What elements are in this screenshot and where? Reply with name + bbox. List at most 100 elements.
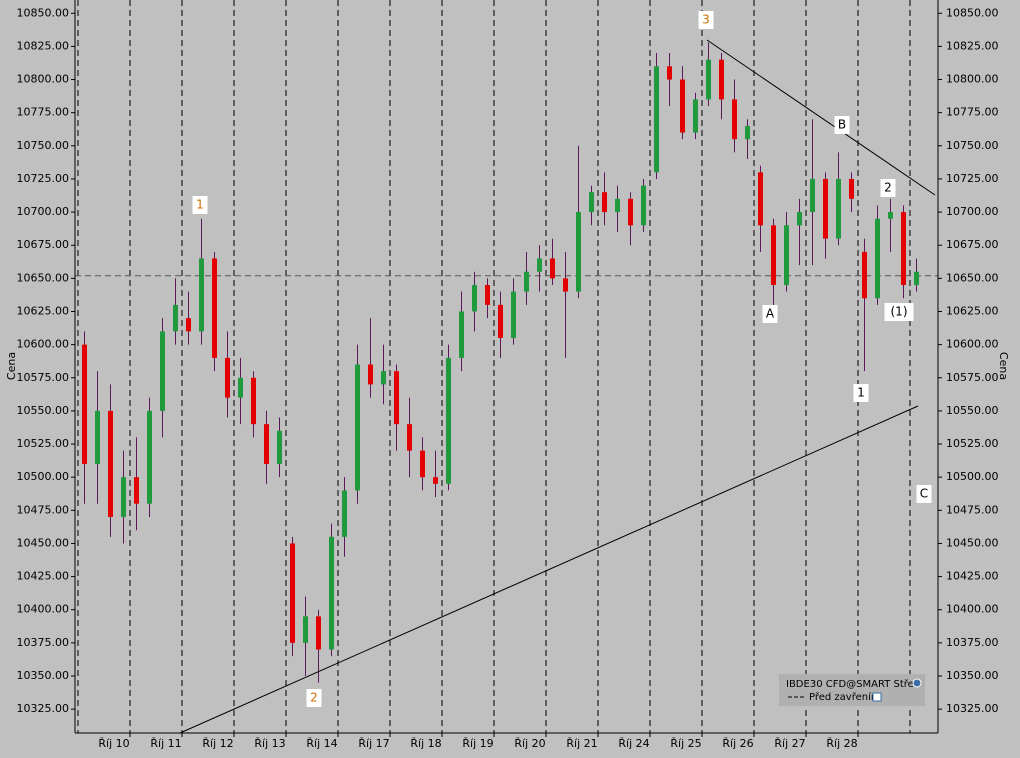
legend-box <box>779 674 925 706</box>
candle-body <box>732 99 737 140</box>
candle-body <box>342 490 347 537</box>
x-tick-label: Říj 10 <box>98 737 129 750</box>
candle-body <box>706 59 711 100</box>
y-axis-title: Cena <box>997 352 1010 380</box>
candle-body <box>381 371 386 385</box>
y-tick-label: 10375.00 <box>17 636 70 649</box>
candle-body <box>225 357 230 398</box>
candle-body <box>290 543 295 643</box>
grid <box>75 0 938 733</box>
y-tick-label: 10550.00 <box>17 404 70 417</box>
x-tick-label: Říj 20 <box>514 737 545 750</box>
candle-body <box>173 304 178 332</box>
candle-body <box>121 477 126 517</box>
x-tick-label: Říj 25 <box>670 737 701 750</box>
y-tick-label: 10350.00 <box>17 669 70 682</box>
candle-body <box>641 185 646 226</box>
candle-body <box>199 258 204 332</box>
candle-body <box>862 251 867 299</box>
candle-body <box>446 357 451 484</box>
x-tick-label: Říj 13 <box>254 737 285 750</box>
y-tick-label: 10375.00 <box>946 636 999 649</box>
y-tick-label: 10650.00 <box>17 271 70 284</box>
annotation: 1 <box>196 198 204 212</box>
annotation: 1 <box>857 386 865 400</box>
y-tick-label: 10400.00 <box>17 603 70 616</box>
candle-body <box>797 212 802 226</box>
x-tick-label: Říj 26 <box>722 737 753 750</box>
candle-body <box>472 284 477 312</box>
candle-body <box>589 192 594 213</box>
x-tick-label: Říj 21 <box>566 737 597 750</box>
candle-body <box>108 410 113 517</box>
y-tick-label: 10325.00 <box>946 702 999 715</box>
annotation-box <box>306 689 322 707</box>
candle-body <box>901 212 906 285</box>
y-tick-label: 10575.00 <box>17 371 70 384</box>
candle-body <box>758 172 763 226</box>
y-tick-label: 10550.00 <box>946 404 999 417</box>
candle-body <box>251 377 256 425</box>
y-tick-label: 10475.00 <box>946 503 999 516</box>
legend-checkbox[interactable] <box>872 692 882 702</box>
candle-body <box>810 178 815 213</box>
trend-line <box>179 405 919 734</box>
candle-body <box>914 271 919 285</box>
legend-label: Před zavřením <box>809 691 881 703</box>
annotation: A <box>766 307 775 321</box>
annotation: (1) <box>891 305 908 319</box>
candle-body <box>784 225 789 285</box>
y-tick-label: 10525.00 <box>17 437 70 450</box>
candle-body <box>693 99 698 133</box>
candle-body <box>303 616 308 643</box>
candle-body <box>849 178 854 199</box>
annotation: 3 <box>702 13 710 27</box>
candle-body <box>745 125 750 140</box>
annotation-box <box>698 11 714 29</box>
y-tick-label: 10825.00 <box>17 39 70 52</box>
candle-body <box>485 284 490 305</box>
candle-body <box>212 258 217 358</box>
candle-body <box>615 198 620 213</box>
candle-body <box>875 218 880 299</box>
candle-body <box>134 477 139 504</box>
y-tick-label: 10400.00 <box>946 603 999 616</box>
candle-body <box>147 410 152 504</box>
candle-body <box>238 377 243 398</box>
candle-body <box>823 178 828 239</box>
annotation-box <box>880 179 896 197</box>
candle-body <box>355 364 360 491</box>
candle-body <box>407 424 412 451</box>
y-tick-label: 10675.00 <box>17 238 70 251</box>
y-tick-label: 10450.00 <box>946 536 999 549</box>
candle-body <box>316 616 321 650</box>
annotation-box <box>192 196 208 214</box>
candles <box>82 42 919 683</box>
y-tick-label: 10500.00 <box>17 470 70 483</box>
legend-icon[interactable] <box>912 678 922 688</box>
y-tick-label: 10500.00 <box>946 470 999 483</box>
y-tick-label: 10600.00 <box>17 338 70 351</box>
candle-body <box>654 66 659 173</box>
annotation-box <box>916 485 932 503</box>
annotation: 2 <box>310 691 318 705</box>
annotations: 1 2 3 A B C 1 2 (1) <box>192 11 932 707</box>
candle-body <box>82 344 87 464</box>
candle-body <box>433 477 438 484</box>
candle-body <box>680 79 685 133</box>
y-tick-label: 10425.00 <box>17 570 70 583</box>
candle-body <box>368 364 373 385</box>
y-tick-label: 10800.00 <box>946 73 999 86</box>
candle-body <box>511 291 516 339</box>
y-tick-label: 10325.00 <box>17 702 70 715</box>
candle-body <box>771 225 776 285</box>
trend-line <box>706 39 936 196</box>
annotation: B <box>838 118 846 132</box>
candle-body <box>719 59 724 100</box>
candle-body <box>329 536 334 650</box>
y-tick-label: 10750.00 <box>946 139 999 152</box>
x-tick-label: Říj 24 <box>618 737 649 750</box>
candle-body <box>186 318 191 332</box>
